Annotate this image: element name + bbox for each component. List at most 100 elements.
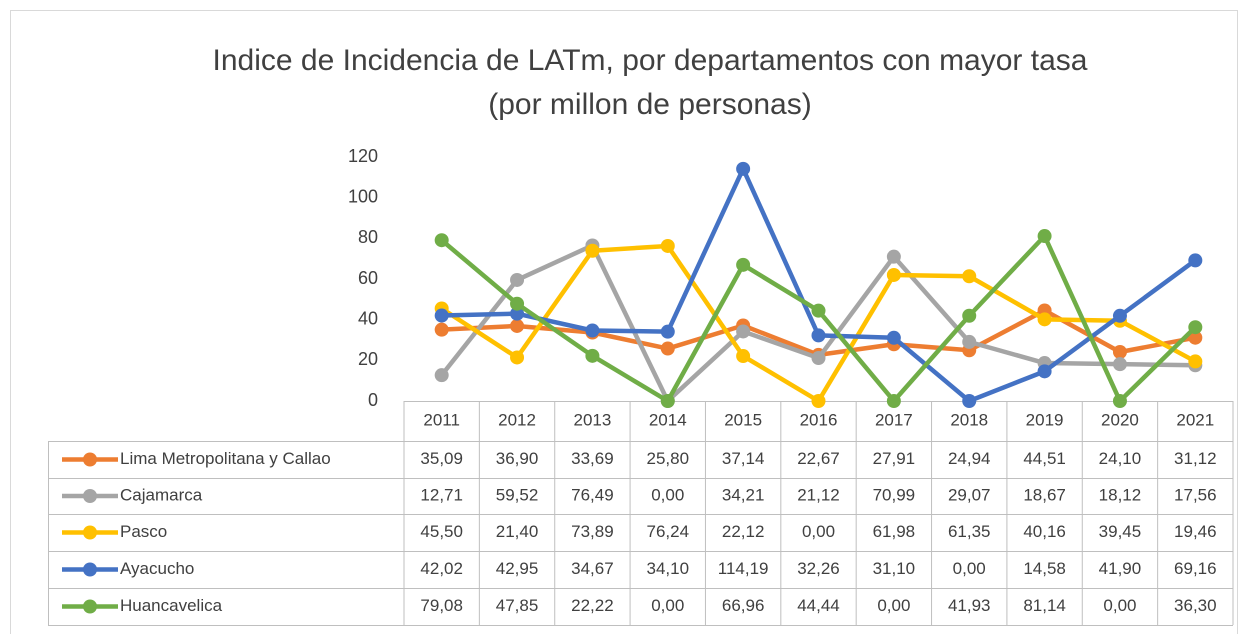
series-marker xyxy=(736,324,751,339)
series-marker xyxy=(1188,354,1203,369)
table-value: 31,12 xyxy=(1174,449,1217,468)
series-marker xyxy=(962,394,977,408)
series-marker xyxy=(1188,253,1203,268)
x-tick-label: 2015 xyxy=(724,410,762,429)
table-value: 18,12 xyxy=(1099,485,1142,504)
table-value: 37,14 xyxy=(722,449,765,468)
table-value: 39,45 xyxy=(1099,522,1142,541)
series-marker xyxy=(1188,330,1203,345)
x-tick-label: 2021 xyxy=(1176,410,1214,429)
table-value: 33,69 xyxy=(571,449,614,468)
table-value: 45,50 xyxy=(420,522,463,541)
series-marker xyxy=(811,394,826,408)
series-marker xyxy=(434,322,449,337)
series-marker xyxy=(660,324,675,339)
chart-subtitle: (por millon de personas) xyxy=(488,88,811,121)
table-value: 44,51 xyxy=(1023,449,1066,468)
table-value: 42,95 xyxy=(496,559,539,578)
table-value: 14,58 xyxy=(1023,559,1066,578)
table-value: 12,71 xyxy=(420,485,463,504)
legend-label: Pasco xyxy=(120,522,167,541)
table-value: 41,93 xyxy=(948,596,991,615)
series-marker xyxy=(585,348,600,363)
table-value: 0,00 xyxy=(953,559,986,578)
table-value: 81,14 xyxy=(1023,596,1066,615)
series-marker xyxy=(962,269,977,284)
table-value: 76,49 xyxy=(571,485,614,504)
table-value: 27,91 xyxy=(873,449,916,468)
series-marker xyxy=(585,323,600,338)
series-marker xyxy=(962,308,977,323)
legend-key-marker xyxy=(83,489,97,503)
table-value: 34,21 xyxy=(722,485,765,504)
table-value: 18,67 xyxy=(1023,485,1066,504)
y-tick-label: 20 xyxy=(358,349,378,369)
series-marker xyxy=(1112,344,1127,359)
table-value: 40,16 xyxy=(1023,522,1066,541)
series-marker xyxy=(660,238,675,253)
series-marker xyxy=(886,394,901,408)
series-marker xyxy=(434,308,449,323)
table-value: 69,16 xyxy=(1174,559,1217,578)
x-tick-label: 2019 xyxy=(1026,410,1064,429)
chart-border xyxy=(10,10,1238,634)
series-marker xyxy=(962,334,977,349)
table-value: 0,00 xyxy=(877,596,910,615)
table-value: 0,00 xyxy=(802,522,835,541)
legend-key-marker xyxy=(83,562,97,577)
series-marker xyxy=(585,243,600,258)
x-tick-label: 2012 xyxy=(498,410,536,429)
table-value: 0,00 xyxy=(651,485,684,504)
table-value: 0,00 xyxy=(1103,596,1136,615)
table-value: 24,10 xyxy=(1099,449,1142,468)
series-marker xyxy=(510,350,525,365)
series-marker xyxy=(510,296,525,311)
legend-key-marker xyxy=(83,599,97,614)
chart-title: Indice de Incidencia de LATm, por depart… xyxy=(213,44,1088,77)
table-value: 36,30 xyxy=(1174,596,1217,615)
series-marker xyxy=(1112,308,1127,323)
series-marker xyxy=(1112,394,1127,408)
x-tick-label: 2016 xyxy=(800,410,838,429)
series-marker xyxy=(811,351,826,366)
table-value: 73,89 xyxy=(571,522,614,541)
table-value: 34,67 xyxy=(571,559,614,578)
series-marker xyxy=(886,330,901,345)
y-tick-label: 60 xyxy=(358,268,378,288)
x-tick-label: 2020 xyxy=(1101,410,1139,429)
table-value: 21,40 xyxy=(496,522,539,541)
series-marker xyxy=(510,318,525,333)
table-value: 19,46 xyxy=(1174,522,1217,541)
series-marker xyxy=(1112,357,1127,372)
table-value: 35,09 xyxy=(420,449,463,468)
series-marker xyxy=(1037,312,1052,327)
series-marker xyxy=(736,257,751,272)
table-value: 114,19 xyxy=(718,559,769,578)
y-tick-label: 120 xyxy=(348,146,378,166)
table-value: 32,26 xyxy=(797,559,840,578)
table-value: 44,44 xyxy=(797,596,840,615)
table-value: 0,00 xyxy=(651,596,684,615)
legend-label: Cajamarca xyxy=(120,485,203,504)
legend-key-marker xyxy=(83,452,97,467)
table-value: 59,52 xyxy=(496,485,539,504)
table-value: 29,07 xyxy=(948,485,991,504)
series-marker xyxy=(811,328,826,343)
series-marker xyxy=(736,349,751,364)
legend-label: Huancavelica xyxy=(120,596,223,615)
table-value: 22,22 xyxy=(571,596,614,615)
table-value: 24,94 xyxy=(948,449,991,468)
series-marker xyxy=(434,368,449,383)
table-value: 21,12 xyxy=(797,485,840,504)
series-marker xyxy=(1188,320,1203,335)
x-tick-label: 2013 xyxy=(573,410,611,429)
series-marker xyxy=(660,341,675,356)
legend-key-marker xyxy=(83,525,97,540)
x-tick-label: 2017 xyxy=(875,410,913,429)
x-tick-label: 2014 xyxy=(649,410,687,429)
series-marker xyxy=(434,233,449,248)
table-value: 41,90 xyxy=(1099,559,1142,578)
table-value: 36,90 xyxy=(496,449,539,468)
series-marker xyxy=(811,303,826,318)
